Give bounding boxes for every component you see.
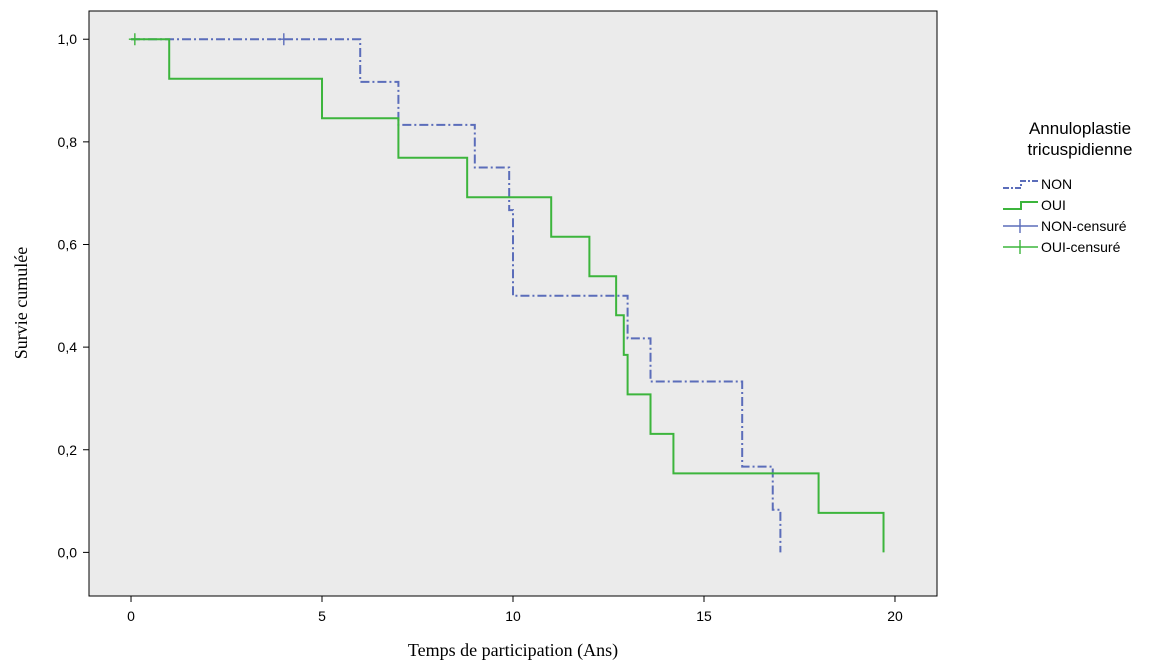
legend-swatch [1003,180,1038,189]
legend-label: NON [1041,176,1072,192]
legend-item-oui: OUI [1003,197,1066,213]
legend: Annuloplastie tricuspidienne NON OUI NON-c… [1003,119,1132,255]
legend-label: OUI-censuré [1041,239,1121,255]
legend-label: OUI [1041,197,1066,213]
legend-title-line-2: tricuspidienne [1028,140,1133,159]
legend-swatch [1003,240,1038,254]
y-tick-label: 0,0 [58,544,78,560]
series-non-line [131,38,782,553]
y-tick-label: 0,6 [58,236,78,252]
censor-mark-non [277,33,290,46]
y-tick-label: 1,0 [58,31,78,47]
legend-item-non: NON [1003,176,1072,192]
x-axis: 0 5 10 15 20 [127,596,903,624]
x-tick-label: 20 [887,608,903,624]
legend-swatch [1003,201,1038,210]
y-axis: 0,0 0,2 0,4 0,6 0,8 1,0 [58,31,89,560]
plot-area [88,10,938,597]
y-tick-label: 0,4 [58,339,78,355]
legend-swatch [1003,219,1038,233]
censor-mark-oui [128,33,141,46]
series-layer [128,33,885,553]
legend-item-oui-censuré: OUI-censuré [1003,239,1121,255]
x-tick-label: 15 [696,608,712,624]
y-tick-label: 0,2 [58,442,78,458]
x-tick-label: 5 [318,608,326,624]
y-axis-title: Survie cumulée [11,247,31,359]
legend-item-non-censuré: NON-censuré [1003,218,1127,234]
x-tick-label: 10 [505,608,521,624]
legend-label: NON-censuré [1041,218,1127,234]
series-oui-line [131,38,885,553]
x-tick-label: 0 [127,608,135,624]
x-axis-title: Temps de participation (Ans) [408,640,618,661]
legend-title-line-1: Annuloplastie [1029,119,1131,138]
y-tick-label: 0,8 [58,134,78,150]
